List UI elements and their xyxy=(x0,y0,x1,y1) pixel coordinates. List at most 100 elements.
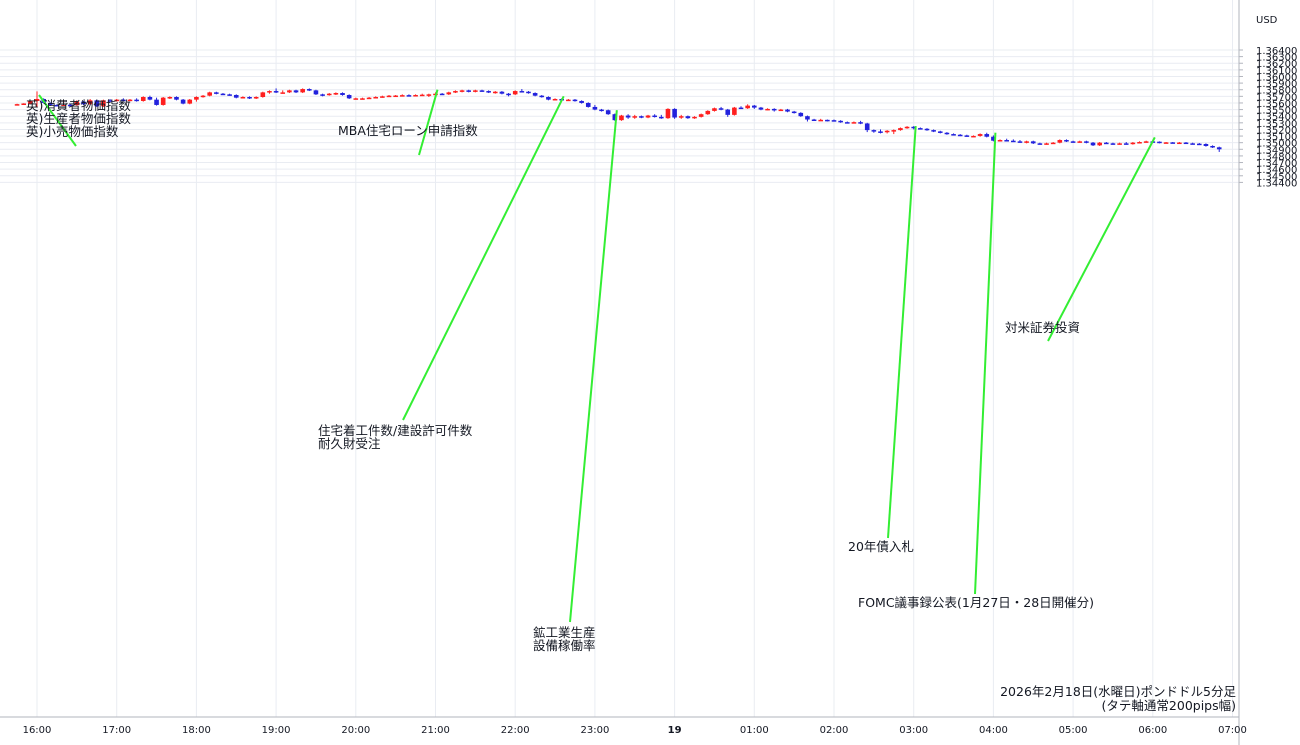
y-tick-label: 1.35700 xyxy=(1256,92,1297,103)
candle-body xyxy=(652,115,657,118)
annotation-pointer xyxy=(974,132,997,595)
candle-body xyxy=(1183,142,1189,145)
candle-body xyxy=(267,91,272,93)
candle-body xyxy=(632,116,638,118)
candle-body xyxy=(1097,142,1102,146)
candle-body xyxy=(765,108,770,111)
candle-body xyxy=(771,108,777,111)
candle-body xyxy=(287,90,292,93)
annotation-label: 20年債入札 xyxy=(848,539,914,554)
candle-body xyxy=(898,128,903,131)
candle-body xyxy=(459,90,465,92)
candle-body xyxy=(539,95,545,98)
candle-body xyxy=(838,120,843,123)
chart-title-line-2: (タテ軸通常200pips幅) xyxy=(1102,698,1236,713)
candle-body xyxy=(984,134,990,137)
annotation-pointer xyxy=(887,126,917,539)
candle-body xyxy=(1110,143,1116,145)
x-tick-label: 05:00 xyxy=(1059,725,1088,736)
candle-body xyxy=(101,100,106,107)
candle-body xyxy=(54,104,60,107)
candle-body xyxy=(280,92,286,94)
y-tick-label: 1.34500 xyxy=(1256,172,1297,183)
candle-body xyxy=(918,128,923,130)
candle-body xyxy=(844,122,850,124)
candle-body xyxy=(1137,142,1142,144)
candle-body xyxy=(194,97,199,100)
candle-body xyxy=(399,95,405,97)
annotation-pointer xyxy=(1047,136,1156,342)
candle-body xyxy=(705,110,711,115)
candle-body xyxy=(884,130,890,133)
candle-body xyxy=(752,105,757,108)
candle-body xyxy=(1090,142,1096,146)
candle-body xyxy=(1017,141,1023,143)
candle-body xyxy=(964,135,970,137)
candle-body xyxy=(791,111,797,114)
y-tick-label: 1.34900 xyxy=(1256,145,1297,156)
y-tick-label: 1.35500 xyxy=(1256,106,1297,117)
candle-body xyxy=(1143,141,1149,143)
candle-body xyxy=(1163,142,1169,144)
candle-body xyxy=(944,132,950,135)
candle-body xyxy=(187,99,193,104)
candle-body xyxy=(174,97,179,100)
candle-body xyxy=(1123,143,1129,145)
currency-label: USD xyxy=(1256,15,1278,26)
candle-body xyxy=(532,93,538,96)
y-tick-labels: 1.364001.363001.362001.361001.360001.359… xyxy=(1239,46,1297,189)
x-tick-label: 20:00 xyxy=(341,725,370,736)
candle-body xyxy=(625,115,631,118)
x-tick-label: 16:00 xyxy=(23,725,52,736)
annotation-label: 設備稼働率 xyxy=(533,638,596,653)
candle-body xyxy=(34,98,40,101)
y-tick-label: 1.35400 xyxy=(1256,112,1297,123)
y-tick-label: 1.34400 xyxy=(1256,178,1297,189)
x-tick-label: 22:00 xyxy=(501,725,530,736)
candle-body xyxy=(665,108,671,119)
x-tick-label: 21:00 xyxy=(421,725,450,736)
candle-body xyxy=(619,115,624,121)
candle-body xyxy=(1157,141,1162,144)
candle-body xyxy=(160,97,166,105)
annotation-label: 住宅着工件数/建設許可件数 xyxy=(318,423,473,438)
candle-body xyxy=(320,94,325,96)
candle-body xyxy=(273,91,279,93)
candle-body xyxy=(326,93,332,96)
annotation-label: 対米証券投資 xyxy=(1005,320,1080,335)
candle-body xyxy=(566,99,571,102)
candle-body xyxy=(167,97,173,99)
y-tick-label: 1.35100 xyxy=(1256,132,1297,143)
candle-body xyxy=(904,126,910,129)
candle-body xyxy=(373,97,379,99)
candle-body xyxy=(725,109,731,115)
candle-body xyxy=(599,109,604,112)
candle-body xyxy=(393,95,398,98)
candle-body xyxy=(406,95,412,97)
candle-body xyxy=(486,91,491,93)
candle-body xyxy=(931,130,936,132)
candle-body xyxy=(154,99,159,105)
candle-body xyxy=(924,128,930,131)
candle-body xyxy=(519,91,525,93)
annotation-label: MBA住宅ローン申請指数 xyxy=(338,123,478,138)
candle-body xyxy=(94,100,100,107)
y-tick-label: 1.35900 xyxy=(1256,79,1297,90)
candle-body xyxy=(340,93,345,96)
candle-body xyxy=(419,94,425,97)
candle-body xyxy=(1130,142,1136,145)
candle-body xyxy=(1210,145,1215,148)
candle-body xyxy=(698,114,704,117)
candle-body xyxy=(1084,141,1089,143)
y-tick-label: 1.36300 xyxy=(1256,53,1297,64)
candle-body xyxy=(87,100,93,105)
y-tick-label: 1.34800 xyxy=(1256,152,1297,163)
candle-body xyxy=(28,100,33,104)
candle-body xyxy=(911,126,916,129)
y-tick-label: 1.35200 xyxy=(1256,125,1297,136)
candle-body xyxy=(479,90,485,92)
candle-body xyxy=(977,134,983,136)
candle-body xyxy=(1216,147,1222,150)
y-tick-label: 1.36100 xyxy=(1256,66,1297,77)
candle-body xyxy=(466,90,472,92)
